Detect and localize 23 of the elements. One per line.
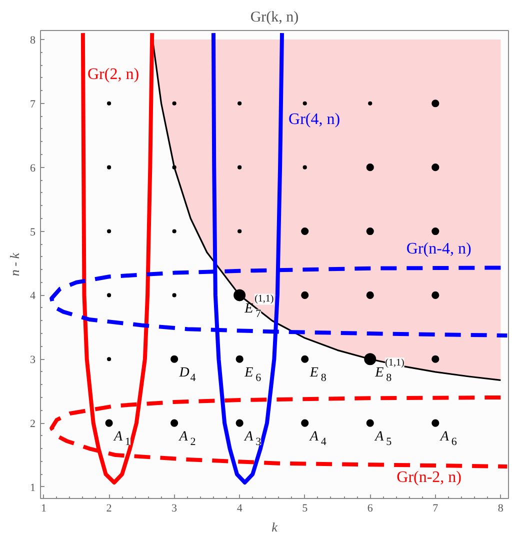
x-tick-label: 1 — [41, 502, 47, 514]
x-tick-label: 2 — [106, 502, 112, 514]
chart-title: Gr(k, n) — [250, 10, 299, 26]
x-tick-label: 8 — [498, 502, 504, 514]
x-tick-label: 3 — [172, 502, 178, 514]
series-label: Gr(n-4, n) — [406, 240, 472, 258]
y-tick-label: 3 — [30, 354, 36, 366]
x-tick-label: 5 — [302, 502, 308, 514]
series-label: Gr(n-2, n) — [396, 468, 462, 486]
y-tick-label: 1 — [30, 482, 36, 494]
x-axis-title: k — [272, 520, 278, 534]
y-axis-title: n - k — [7, 252, 22, 276]
x-tick-label: 7 — [432, 502, 439, 514]
y-tick-label: 4 — [30, 290, 36, 302]
series-label: Gr(4, n) — [288, 110, 340, 128]
x-tick-label: 6 — [367, 502, 374, 514]
series-label: Gr(2, n) — [87, 66, 140, 84]
y-tick-label: 5 — [30, 226, 36, 238]
y-tick-label: 8 — [30, 34, 36, 46]
x-tick-label: 4 — [236, 502, 243, 514]
y-tick-label: 6 — [30, 162, 36, 174]
y-tick-label: 7 — [30, 98, 36, 110]
y-tick-label: 2 — [30, 418, 36, 430]
